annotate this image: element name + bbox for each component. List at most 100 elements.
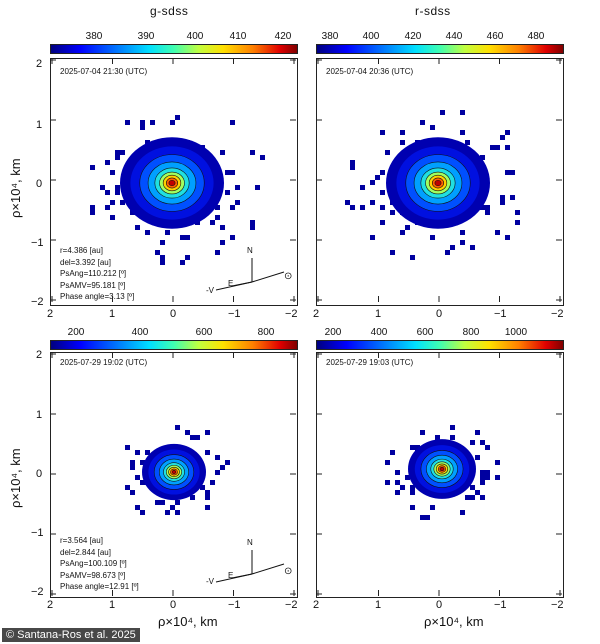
coma-pixel (475, 455, 480, 460)
cbar-tick: 1000 (504, 327, 528, 338)
coma-pixel (115, 155, 120, 160)
coma-pixel (220, 225, 225, 230)
coma-pixel (480, 480, 485, 485)
compass-velocity-arrow (215, 281, 253, 291)
cbar-tick: 380 (85, 31, 103, 42)
coma-pixel (135, 225, 140, 230)
colorbar-title-g-sdss: g-sdss (150, 4, 189, 18)
coma-pixel (230, 120, 235, 125)
coma-pixel (415, 445, 420, 450)
x-tick-label: −2 (285, 308, 298, 320)
coma-pixel (460, 230, 465, 235)
coma-pixel (115, 190, 120, 195)
x-tick-label: −2 (551, 599, 564, 611)
compass-velocity-label: -V (206, 577, 214, 586)
compass-velocity-arrow (215, 573, 253, 583)
coma-pixel (125, 485, 130, 490)
coma-pixel (130, 465, 135, 470)
x-tick-label: 2 (313, 599, 320, 611)
coma-pixel (465, 140, 470, 145)
coma-pixel (170, 505, 175, 510)
y-tick-label: 2 (36, 58, 43, 70)
info-line: Phase angle=12.91 [º] (60, 582, 139, 591)
coma-pixel (230, 205, 235, 210)
x-tick-label: −1 (494, 308, 507, 320)
coma-pixel (410, 485, 415, 490)
y-tick-label: −1 (31, 237, 44, 249)
coma-pixel (230, 235, 235, 240)
x-tick-label: 0 (170, 308, 177, 320)
coma-pixel (510, 195, 515, 200)
coma-pixel (140, 125, 145, 130)
coma-pixel (380, 205, 385, 210)
coma-pixel (225, 190, 230, 195)
coma-pixel (390, 210, 395, 215)
x-axis-label: ρ×10⁴, km (424, 614, 484, 629)
coma-pixel (90, 210, 95, 215)
coma-pixel (215, 215, 220, 220)
coma-pixel (350, 160, 355, 165)
orbital-info: r=3.564 [au] del=2.844 [au] PsAng=100.10… (60, 535, 139, 593)
coma-pixel (215, 250, 220, 255)
coma-top-left (90, 115, 265, 265)
coma-pixel (485, 475, 490, 480)
coma-pixel (190, 495, 195, 500)
compass-east-label: E (228, 279, 234, 288)
coma-contour (434, 179, 442, 187)
coma-pixel (205, 430, 210, 435)
x-tick-label: 0 (436, 308, 443, 320)
coma-pixel (460, 240, 465, 245)
x-tick-label: 0 (436, 599, 443, 611)
compass-east-label: E (228, 571, 234, 580)
coma-pixel (160, 240, 165, 245)
x-tick-label: −2 (551, 308, 564, 320)
coma-pixel (210, 220, 215, 225)
cbar-tick: 600 (416, 327, 434, 338)
colorbar-bottom-left (50, 340, 298, 350)
coma-pixel (260, 155, 265, 160)
coma-pixel (135, 505, 140, 510)
coma-pixel (110, 170, 115, 175)
cbar-tick: 800 (462, 327, 480, 338)
cbar-tick: 420 (404, 31, 422, 42)
y-tick-label: 1 (36, 119, 43, 131)
coma-pixel (160, 500, 165, 505)
coma-pixel (480, 495, 485, 500)
coma-pixel (220, 465, 225, 470)
coma-pixel (400, 140, 405, 145)
coma-pixel (385, 480, 390, 485)
coma-pixel (195, 435, 200, 440)
coma-pixel (115, 185, 120, 190)
coma-pixel (450, 435, 455, 440)
coma-pixel (430, 125, 435, 130)
coma-pixel (185, 235, 190, 240)
coma-pixel (505, 170, 510, 175)
coma-pixel (255, 185, 260, 190)
coma-pixel (420, 430, 425, 435)
coma-pixel (420, 120, 425, 125)
info-line: r=4.386 [au] (60, 246, 103, 255)
coma-pixel (500, 200, 505, 205)
coma-pixel (410, 255, 415, 260)
coma-pixel (460, 110, 465, 115)
coma-pixel (435, 435, 440, 440)
info-line: PsAng=110.212 [º] (60, 269, 127, 278)
observation-date: 2025-07-04 20:36 (UTC) (326, 67, 414, 76)
coma-pixel (350, 205, 355, 210)
coma-pixel (370, 200, 375, 205)
coma-contour (168, 179, 176, 187)
cbar-tick: 800 (257, 327, 275, 338)
coma-pixel (205, 495, 210, 500)
coma-pixel (160, 255, 165, 260)
coma-pixel (175, 510, 180, 515)
coma-pixel (470, 440, 475, 445)
coma-pixel (470, 485, 475, 490)
coma-bottom-right (385, 425, 500, 520)
coma-pixel (495, 460, 500, 465)
coma-pixel (235, 185, 240, 190)
coma-pixel (220, 150, 225, 155)
compass-sun-arrow (251, 271, 285, 283)
coma-pixel (180, 235, 185, 240)
coma-pixel (110, 200, 115, 205)
